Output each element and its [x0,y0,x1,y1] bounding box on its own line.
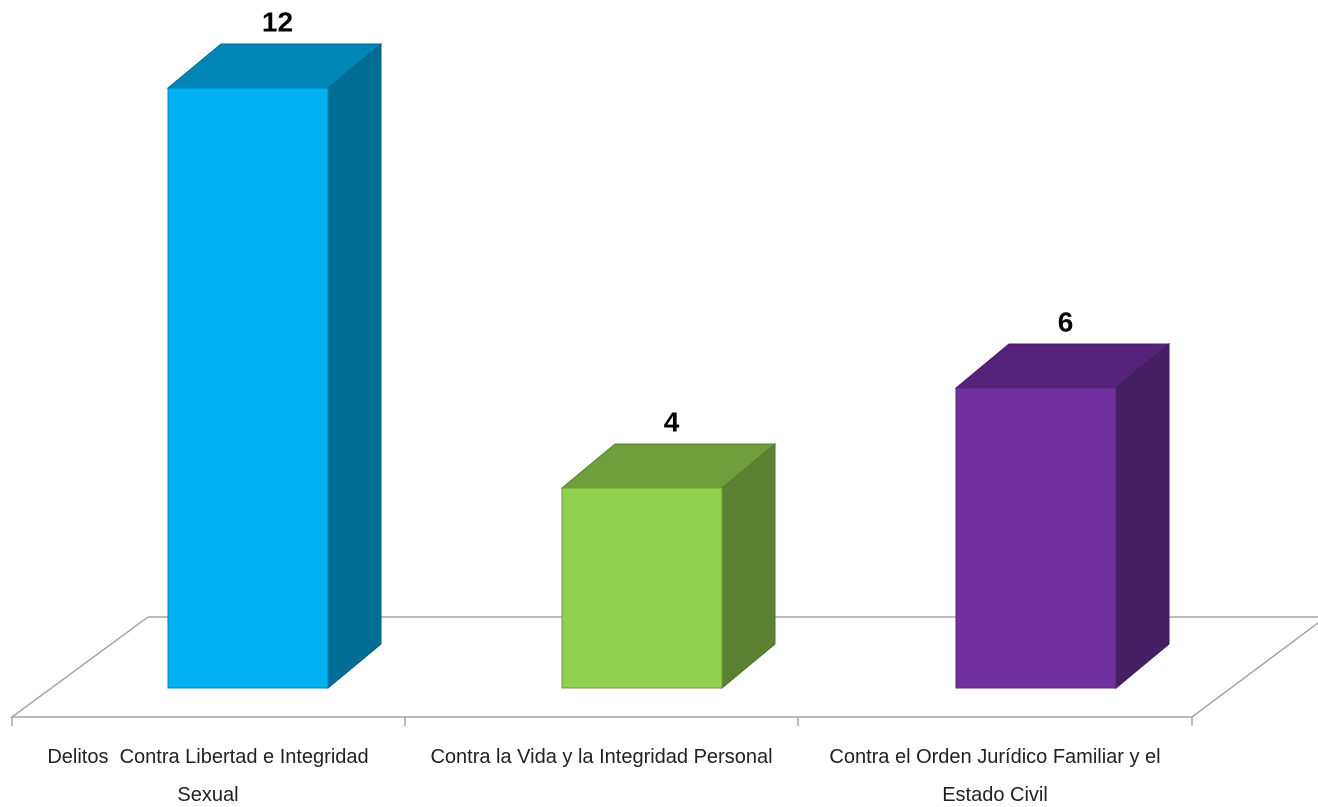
bar [166,42,383,690]
x-tick-label: Delitos Contra Libertad e Integridad Sex… [47,746,375,806]
floor-front-edge [9,616,1318,718]
value-label: 4 [664,406,680,437]
bar-front [561,487,723,689]
x-tick-label: Contra el Orden Jurídico Familiar y el E… [829,746,1167,806]
bar-side [327,42,382,690]
bar-front [955,387,1117,689]
bar [560,442,777,690]
value-label: 12 [262,6,293,37]
bar [954,342,1171,690]
bar-front [167,87,329,689]
value-label: 6 [1058,306,1074,337]
bar-side [1115,342,1170,690]
x-tick-label: Contra la Vida y la Integridad Personal [430,746,773,768]
